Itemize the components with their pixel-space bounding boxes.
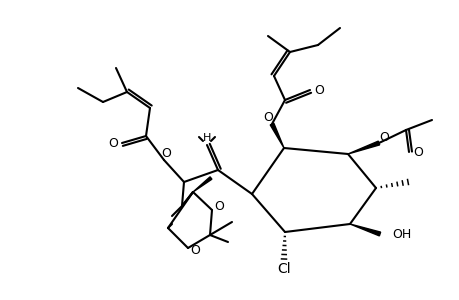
Text: OH: OH xyxy=(391,227,410,241)
Text: O: O xyxy=(108,136,118,149)
Polygon shape xyxy=(349,224,380,236)
Text: O: O xyxy=(412,146,422,158)
Polygon shape xyxy=(193,177,212,192)
Text: O: O xyxy=(313,83,323,97)
Polygon shape xyxy=(347,141,379,154)
Polygon shape xyxy=(269,123,283,148)
Text: O: O xyxy=(161,146,171,160)
Text: O: O xyxy=(190,244,200,257)
Text: O: O xyxy=(213,200,224,214)
Text: H: H xyxy=(202,133,211,143)
Text: O: O xyxy=(263,110,272,124)
Text: O: O xyxy=(378,130,388,143)
Text: Cl: Cl xyxy=(277,262,290,276)
